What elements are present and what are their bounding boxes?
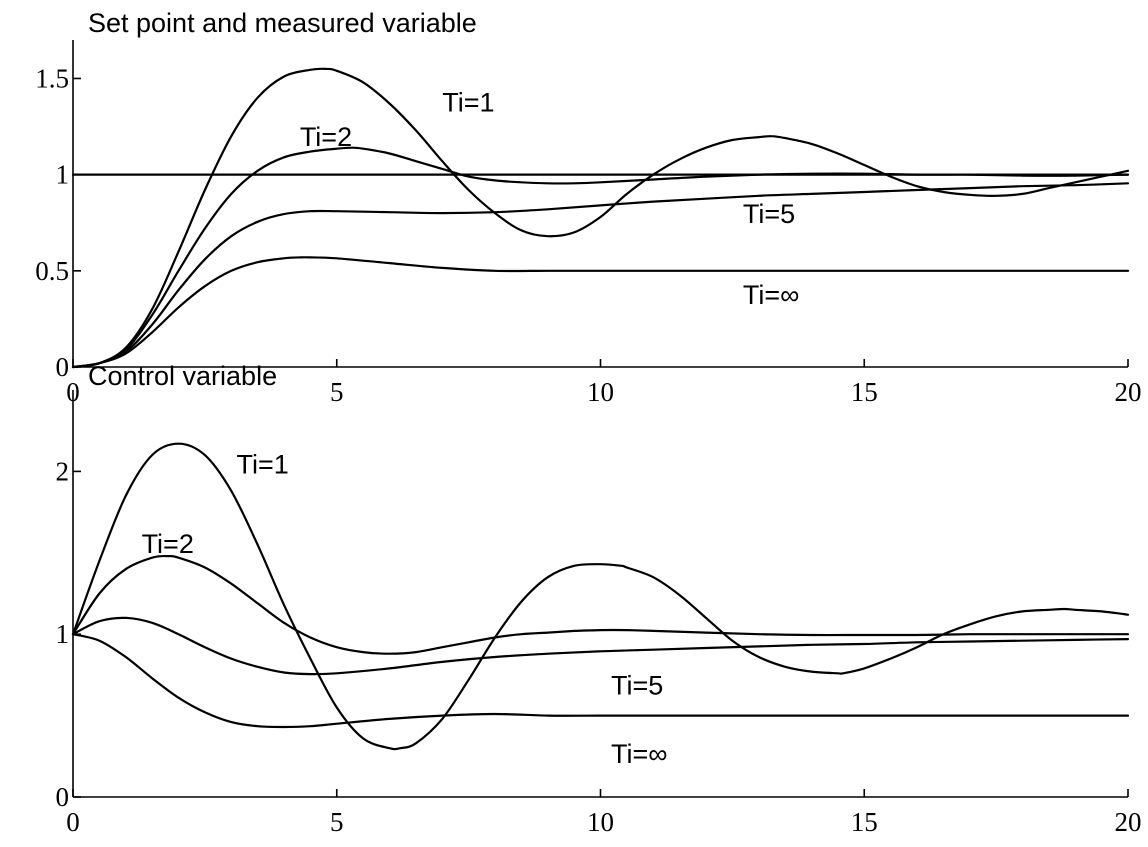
chart-bottom-x-tick-label: 15: [851, 807, 878, 837]
chart-top-x-tick-label: 15: [851, 377, 878, 407]
chart-bottom-labels: Ti=1 Ti=2 Ti=5 Ti=∞: [142, 449, 668, 769]
chart-top-series-ti-1: [71, 67, 1130, 369]
chart-bottom-ticks: 0 5 10 15 20 0 1 2: [56, 456, 1142, 837]
chart-bottom-title: Control variable: [88, 361, 277, 391]
chart-top: Set point and measured variable 0 5 10 15 20…: [35, 8, 1141, 407]
chart-bottom-series-ti-1: [71, 442, 1130, 751]
chart-bottom-y-tick-label: 0: [56, 782, 70, 812]
chart-top-series-ti-inf: [71, 256, 1130, 369]
chart-bottom-y-tick-label: 1: [56, 619, 70, 649]
chart-top-y-tick-label: 1: [56, 160, 70, 190]
chart-bottom-label-ti-inf: Ti=∞: [611, 739, 668, 769]
chart-bottom-series-ti-inf: [71, 633, 1130, 729]
chart-bottom-x-tick-label: 10: [587, 807, 614, 837]
chart-bottom-y-tick-label: 2: [56, 456, 70, 486]
chart-top-y-tick-label: 0: [56, 352, 70, 382]
chart-top-x-tick-label: 20: [1115, 377, 1142, 407]
chart-top-series-ti-5: [71, 182, 1130, 369]
chart-top-labels: Ti=1 Ti=2 Ti=5 Ti=∞: [300, 88, 800, 310]
chart-top-label-ti-inf: Ti=∞: [743, 280, 800, 310]
chart-bottom-x-tick-label: 20: [1115, 807, 1142, 837]
chart-top-y-tick-label: 0.5: [35, 256, 69, 286]
chart-top-y-tick-label: 1.5: [35, 63, 69, 93]
chart-top-x-tick-label: 10: [587, 377, 614, 407]
chart-top-title: Set point and measured variable: [88, 8, 477, 38]
chart-bottom-x-tick-label: 5: [330, 807, 344, 837]
chart-top-series-ti-2: [71, 146, 1130, 369]
chart-top-series: [71, 67, 1130, 369]
chart-bottom-label-ti-1: Ti=1: [237, 449, 289, 479]
chart-bottom-x-tick-label: 0: [66, 807, 80, 837]
chart-top-label-ti-1: Ti=1: [442, 88, 494, 118]
chart-top-label-ti-2: Ti=2: [300, 122, 352, 152]
chart-bottom-series-ti-2: [71, 554, 1130, 655]
chart-bottom-label-ti-5: Ti=5: [611, 671, 663, 701]
chart-top-x-tick-label: 5: [330, 377, 344, 407]
chart-bottom-series-ti-5: [71, 616, 1130, 676]
chart-bottom-series: [71, 442, 1130, 751]
chart-bottom-label-ti-2: Ti=2: [142, 529, 194, 559]
chart-top-label-ti-5: Ti=5: [743, 199, 795, 229]
